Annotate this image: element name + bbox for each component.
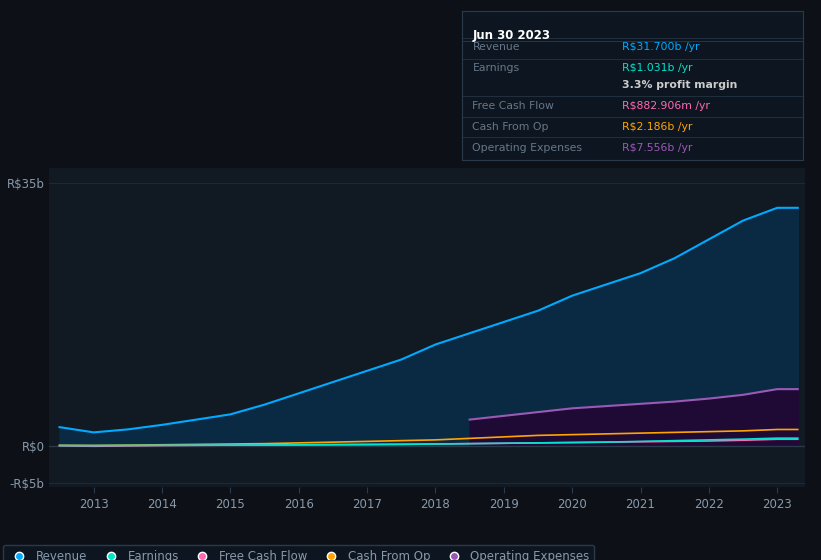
Text: R$882.906m /yr: R$882.906m /yr bbox=[622, 101, 710, 111]
Text: 3.3% profit margin: 3.3% profit margin bbox=[622, 81, 738, 90]
Text: Cash From Op: Cash From Op bbox=[472, 122, 549, 132]
Text: Earnings: Earnings bbox=[472, 63, 520, 73]
Text: R$7.556b /yr: R$7.556b /yr bbox=[622, 143, 693, 153]
Text: R$31.700b /yr: R$31.700b /yr bbox=[622, 42, 699, 52]
Text: Free Cash Flow: Free Cash Flow bbox=[472, 101, 554, 111]
Text: R$1.031b /yr: R$1.031b /yr bbox=[622, 63, 693, 73]
Text: Operating Expenses: Operating Expenses bbox=[472, 143, 582, 153]
Text: Revenue: Revenue bbox=[472, 42, 520, 52]
Legend: Revenue, Earnings, Free Cash Flow, Cash From Op, Operating Expenses: Revenue, Earnings, Free Cash Flow, Cash … bbox=[3, 545, 594, 560]
Text: R$2.186b /yr: R$2.186b /yr bbox=[622, 122, 693, 132]
Text: Jun 30 2023: Jun 30 2023 bbox=[472, 29, 550, 42]
